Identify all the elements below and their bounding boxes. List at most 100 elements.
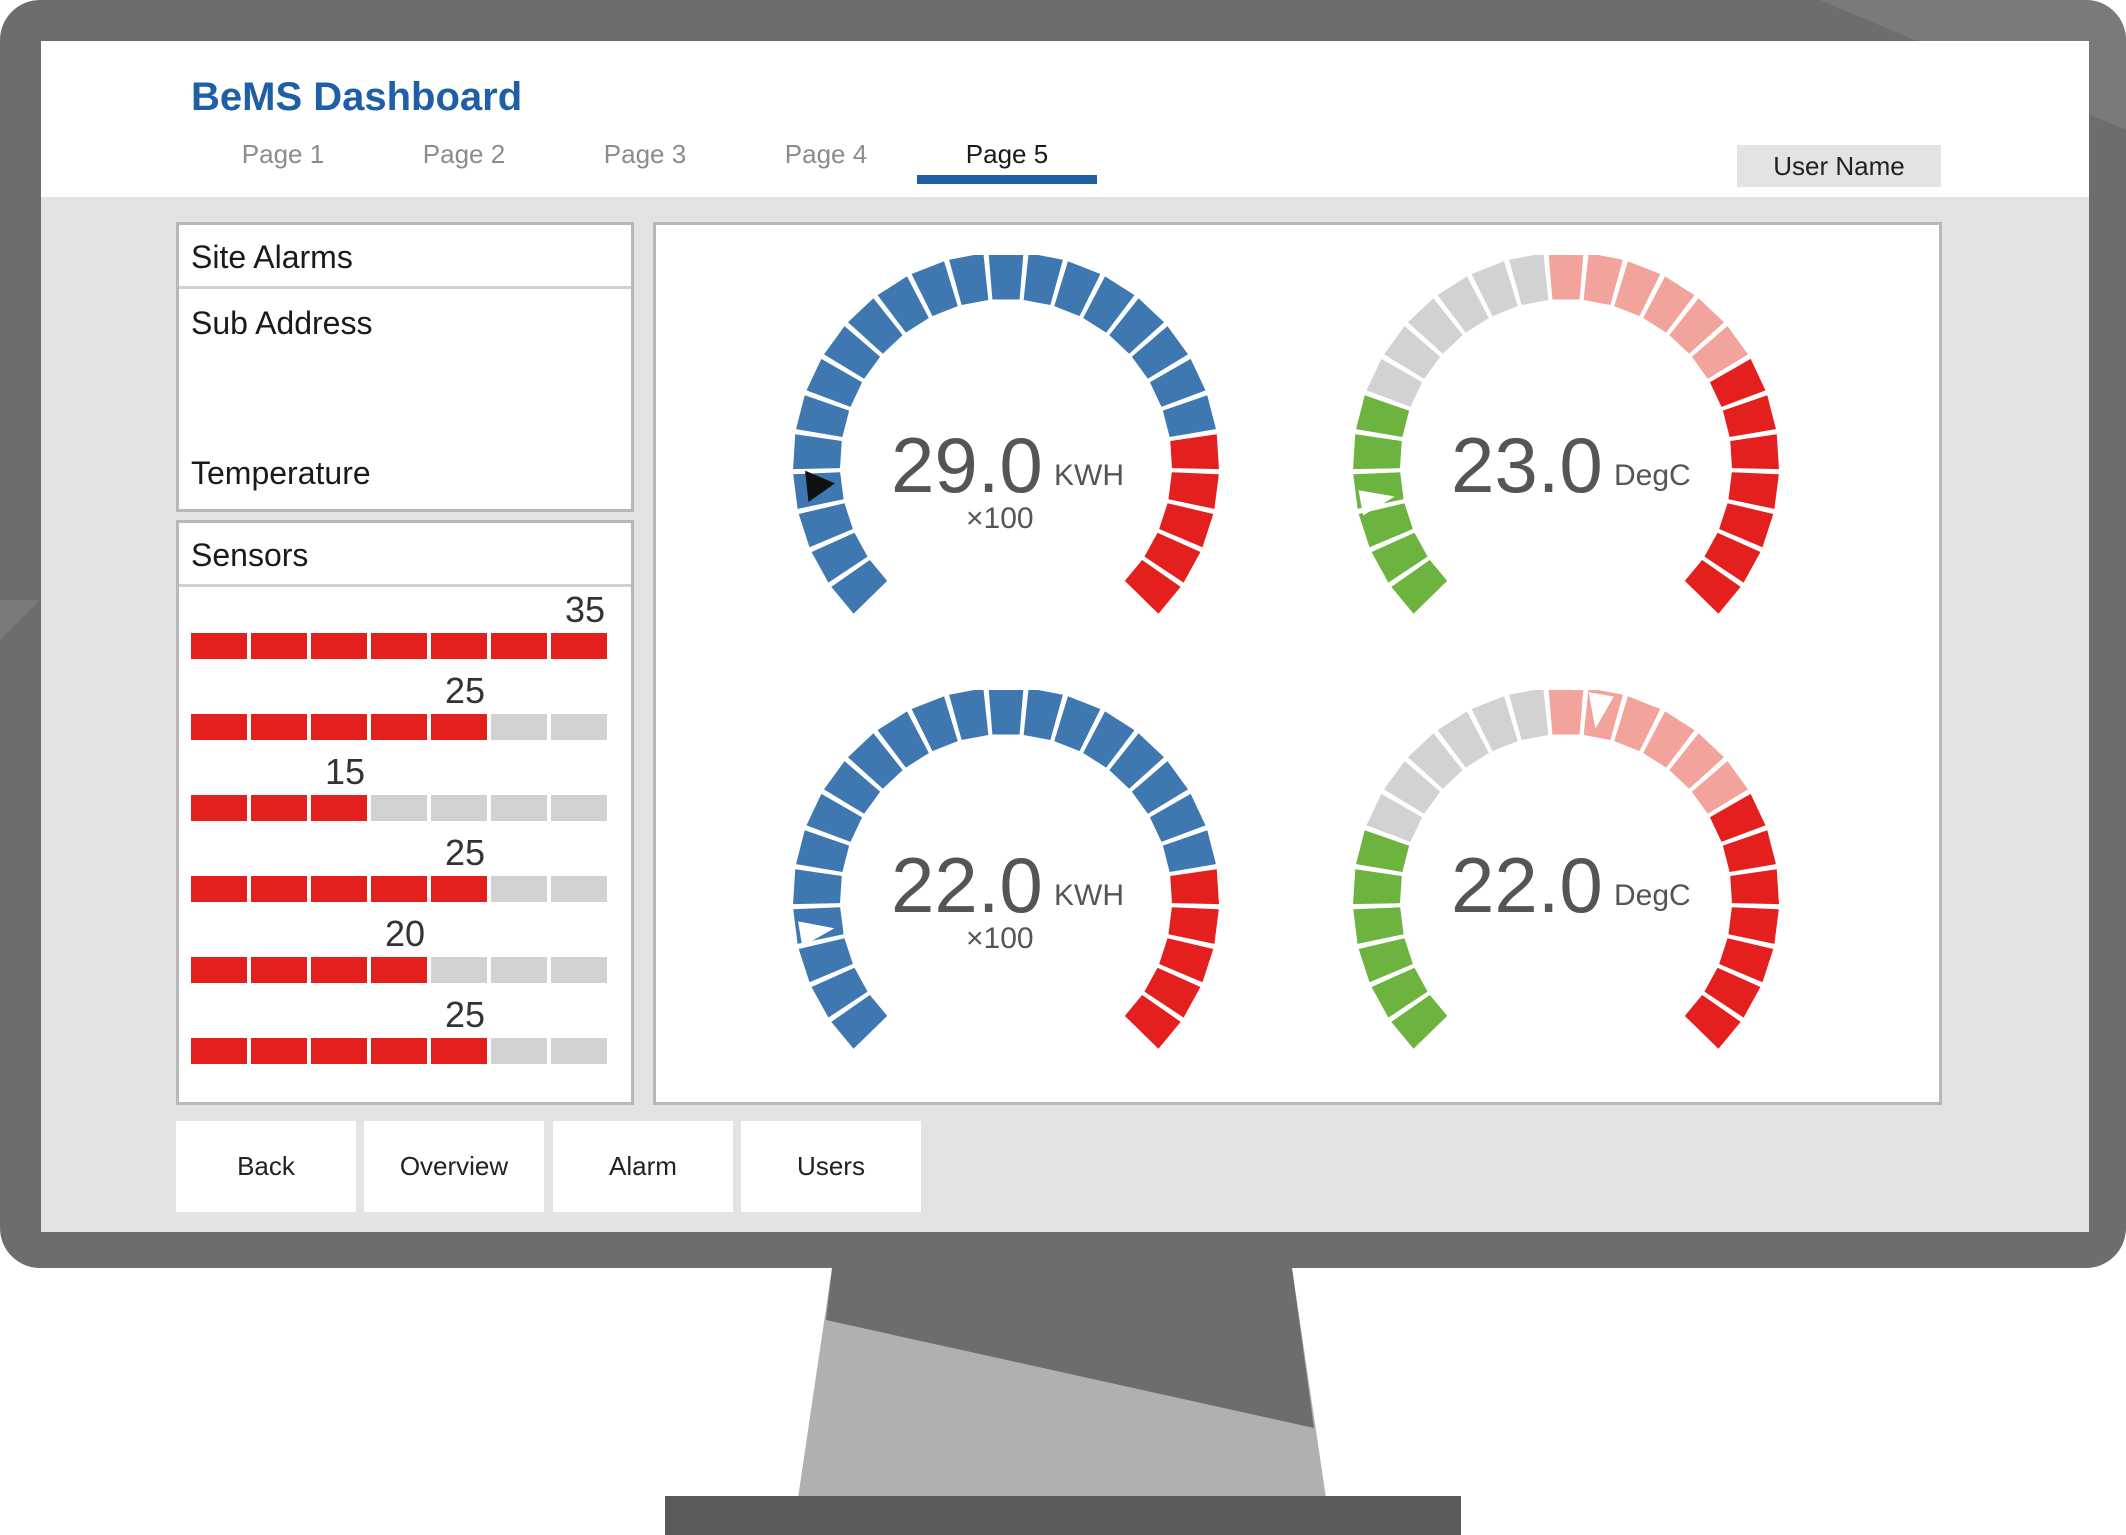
tab-page-4[interactable]: Page 4	[784, 139, 868, 169]
users-button[interactable]: Users	[741, 1121, 921, 1212]
sensor-segment-filled	[371, 876, 427, 902]
gauge-dial	[1353, 255, 1779, 614]
sensor-segment-empty	[491, 1038, 547, 1064]
site-alarms-panel: Site Alarms Sub Address Temperature	[176, 222, 634, 512]
gauge-segment	[1371, 532, 1428, 583]
sensor-segment-empty	[491, 957, 547, 983]
gauge-segment	[1722, 830, 1776, 873]
alarm-button[interactable]: Alarm	[553, 1121, 733, 1212]
sensor-segment-filled	[191, 957, 247, 983]
sensor-segment-filled	[191, 876, 247, 902]
gauge-segment	[1509, 690, 1549, 741]
gauge-segment	[1684, 559, 1741, 614]
gauge-segment	[1471, 696, 1518, 752]
sensor-row: 25	[191, 994, 611, 1064]
gauge-segment	[811, 532, 868, 583]
gauge-unit: KWH	[1054, 879, 1124, 912]
gauge-segment	[1730, 434, 1779, 470]
sensor-row: 25	[191, 832, 611, 902]
sensor-row: 15	[191, 751, 611, 821]
overview-button[interactable]: Overview	[364, 1121, 544, 1212]
gauge-segment	[831, 559, 888, 614]
gauge-segment	[1684, 994, 1741, 1049]
gauge-segment	[1170, 869, 1219, 905]
sensor-segment-filled	[311, 957, 367, 983]
sensor-segment-filled	[251, 1038, 307, 1064]
sensor-segment-filled	[191, 795, 247, 821]
back-button[interactable]: Back	[176, 1121, 356, 1212]
gauge-unit: KWH	[1054, 459, 1124, 492]
gauge-energy-1: 29.0 KWH ×100	[786, 255, 1226, 635]
gauge-segment	[1371, 967, 1428, 1018]
tab-page-5[interactable]: Page 5	[965, 139, 1049, 169]
gauge-segment	[1131, 761, 1188, 814]
gauge-segment	[847, 298, 903, 354]
gauge-segment	[1144, 532, 1201, 583]
gauge-segment	[806, 793, 863, 842]
gauge-segment	[911, 696, 958, 752]
sensor-value: 35	[564, 589, 605, 630]
gauge-segment	[1356, 830, 1410, 873]
gauge-segment	[1366, 358, 1423, 407]
tab-page-3[interactable]: Page 3	[603, 139, 687, 169]
gauge-segment	[1083, 276, 1135, 333]
gauge-energy-2: 22.0 KWH ×100	[786, 690, 1226, 1070]
gauge-segment	[1366, 793, 1423, 842]
sensor-segment-filled	[431, 1038, 487, 1064]
divider	[179, 584, 631, 587]
screen: BeMS Dashboard Page 1 Page 2 Page 3 Page…	[41, 41, 2089, 1232]
gauge-segment	[1023, 255, 1063, 306]
gauge-segment	[1437, 711, 1489, 768]
gauge-pointer	[805, 470, 835, 503]
gauge-temperature-1: 23.0 DegC	[1346, 255, 1786, 635]
gauge-segment	[1353, 434, 1402, 470]
sensor-segment-filled	[251, 714, 307, 740]
gauge-segment	[1384, 761, 1441, 814]
sensor-segment-empty	[551, 957, 607, 983]
sensor-segment-filled	[311, 714, 367, 740]
gauge-segment	[1728, 907, 1779, 944]
user-name-button[interactable]: User Name	[1737, 145, 1941, 187]
gauge-segment	[1691, 761, 1748, 814]
gauge-segment	[1162, 830, 1216, 873]
gauge-segment	[1083, 711, 1135, 768]
sensor-segment-filled	[431, 633, 487, 659]
sensor-segment-filled	[311, 1038, 367, 1064]
sensor-value: 15	[324, 751, 365, 792]
sensor-segment-empty	[551, 714, 607, 740]
gauge-segment	[811, 967, 868, 1018]
gauge-segment	[1109, 298, 1165, 354]
sensor-segment-filled	[371, 714, 427, 740]
gauge-dial	[793, 255, 1219, 614]
sensor-segment-filled	[251, 876, 307, 902]
gauge-unit: DegC	[1614, 879, 1691, 912]
sub-address-label: Sub Address	[191, 305, 373, 341]
sensor-value: 25	[444, 994, 485, 1035]
gauge-segment	[1054, 261, 1101, 317]
sensor-segment-filled	[551, 633, 607, 659]
gauge-segment	[796, 830, 850, 873]
sensor-value: 20	[384, 913, 425, 954]
tab-page-1[interactable]: Page 1	[241, 139, 325, 169]
gauge-segment	[1159, 938, 1214, 983]
gauges-panel: 29.0 KWH ×100 23.0 DegC 22.0 KWH ×100 22…	[653, 222, 1942, 1105]
gauge-pointer	[798, 921, 835, 947]
gauge-segment	[798, 938, 853, 983]
gauge-segment	[1669, 298, 1725, 354]
sensor-segment-filled	[311, 633, 367, 659]
gauge-segment	[1709, 793, 1766, 842]
sensor-segment-empty	[491, 714, 547, 740]
sensor-segment-filled	[431, 714, 487, 740]
gauge-segment	[1548, 690, 1584, 735]
gauge-segment	[824, 761, 881, 814]
gauge-unit: DegC	[1614, 459, 1691, 492]
gauge-segment	[1691, 326, 1748, 379]
gauge-segment	[1709, 358, 1766, 407]
gauge-segment	[1391, 559, 1448, 614]
gauge-temperature-2: 22.0 DegC	[1346, 690, 1786, 1070]
gauge-segment	[1583, 255, 1623, 306]
gauge-segment	[1437, 276, 1489, 333]
sensor-segment-empty	[371, 795, 427, 821]
sensor-segment-filled	[191, 714, 247, 740]
tab-page-2[interactable]: Page 2	[422, 139, 506, 169]
